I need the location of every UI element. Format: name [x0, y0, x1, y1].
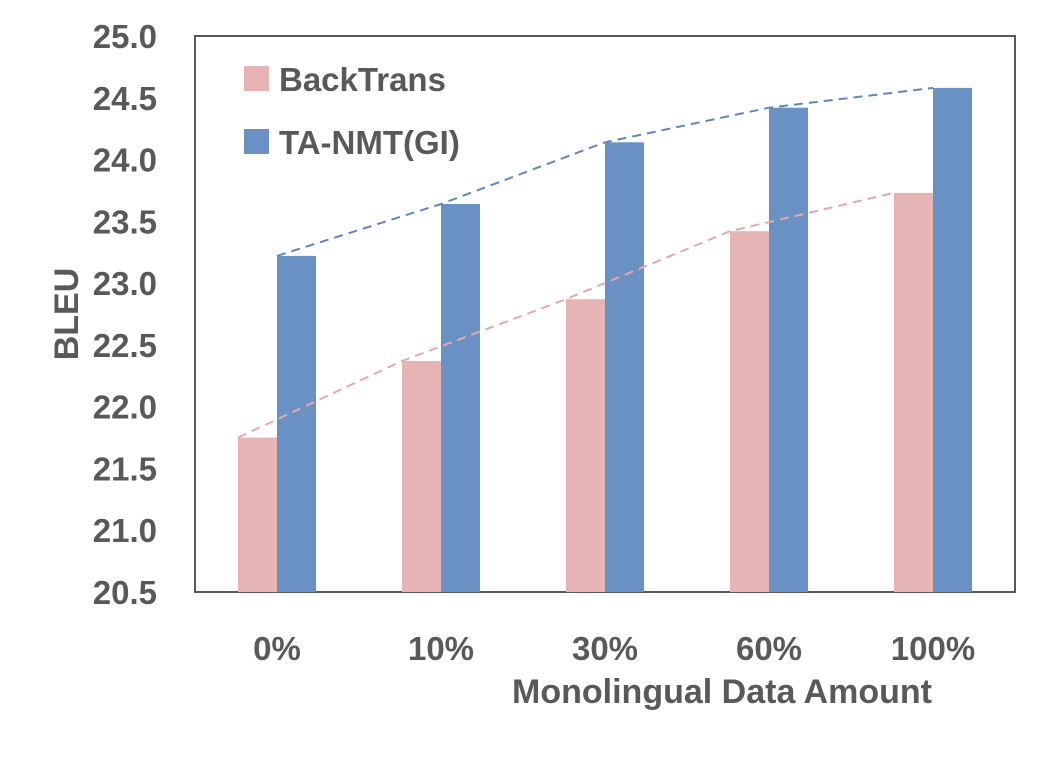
y-tick-label: 22.5 — [93, 327, 157, 364]
legend: BackTrans TA-NMT(GI) — [244, 61, 460, 161]
x-tick-label: 10% — [408, 630, 474, 667]
bar-ta-nmt-gi-0 — [277, 255, 316, 592]
y-tick-label: 21.0 — [93, 512, 157, 549]
bar-ta-nmt-gi-2 — [605, 142, 644, 593]
legend-swatch-ta-nmt-gi — [244, 129, 269, 154]
y-axis-title: BLEU — [48, 268, 86, 361]
legend-label-backtrans: BackTrans — [279, 61, 446, 98]
trend-lines-layer — [237, 86, 934, 439]
bar-backtrans-4 — [894, 192, 933, 592]
x-tick-labels: 0% 10% 30% 60% 100% — [253, 630, 975, 667]
legend-swatch-backtrans — [244, 66, 269, 91]
bars-layer — [238, 87, 972, 593]
bar-ta-nmt-gi-4 — [933, 87, 972, 593]
trend-line-backtrans — [237, 191, 895, 439]
y-tick-labels: 20.5 21.0 21.5 22.0 22.5 23.0 23.5 24.0 24.5 25.0 — [93, 18, 157, 611]
y-tick-label: 25.0 — [93, 18, 157, 55]
x-tick-label: 60% — [736, 630, 802, 667]
y-tick-label: 23.5 — [93, 203, 157, 240]
x-tick-label: 30% — [572, 630, 638, 667]
bar-backtrans-2 — [566, 299, 605, 592]
y-tick-label: 23.0 — [93, 265, 157, 302]
bar-ta-nmt-gi-1 — [441, 204, 480, 592]
y-tick-label: 21.5 — [93, 450, 157, 487]
x-tick-label: 100% — [891, 630, 975, 667]
y-tick-label: 22.0 — [93, 389, 157, 426]
bar-ta-nmt-gi-3 — [769, 107, 808, 592]
bar-backtrans-0 — [238, 437, 277, 592]
y-tick-label: 20.5 — [93, 574, 157, 611]
legend-label-ta-nmt-gi: TA-NMT(GI) — [279, 124, 460, 161]
bar-backtrans-3 — [730, 231, 769, 592]
x-tick-label: 0% — [253, 630, 301, 667]
x-axis-title: Monolingual Data Amount — [512, 673, 932, 711]
y-tick-label: 24.5 — [93, 80, 157, 117]
y-tick-label: 24.0 — [93, 142, 157, 179]
trend-line-ta-nmt-gi — [276, 86, 934, 257]
bar-backtrans-1 — [402, 361, 441, 592]
